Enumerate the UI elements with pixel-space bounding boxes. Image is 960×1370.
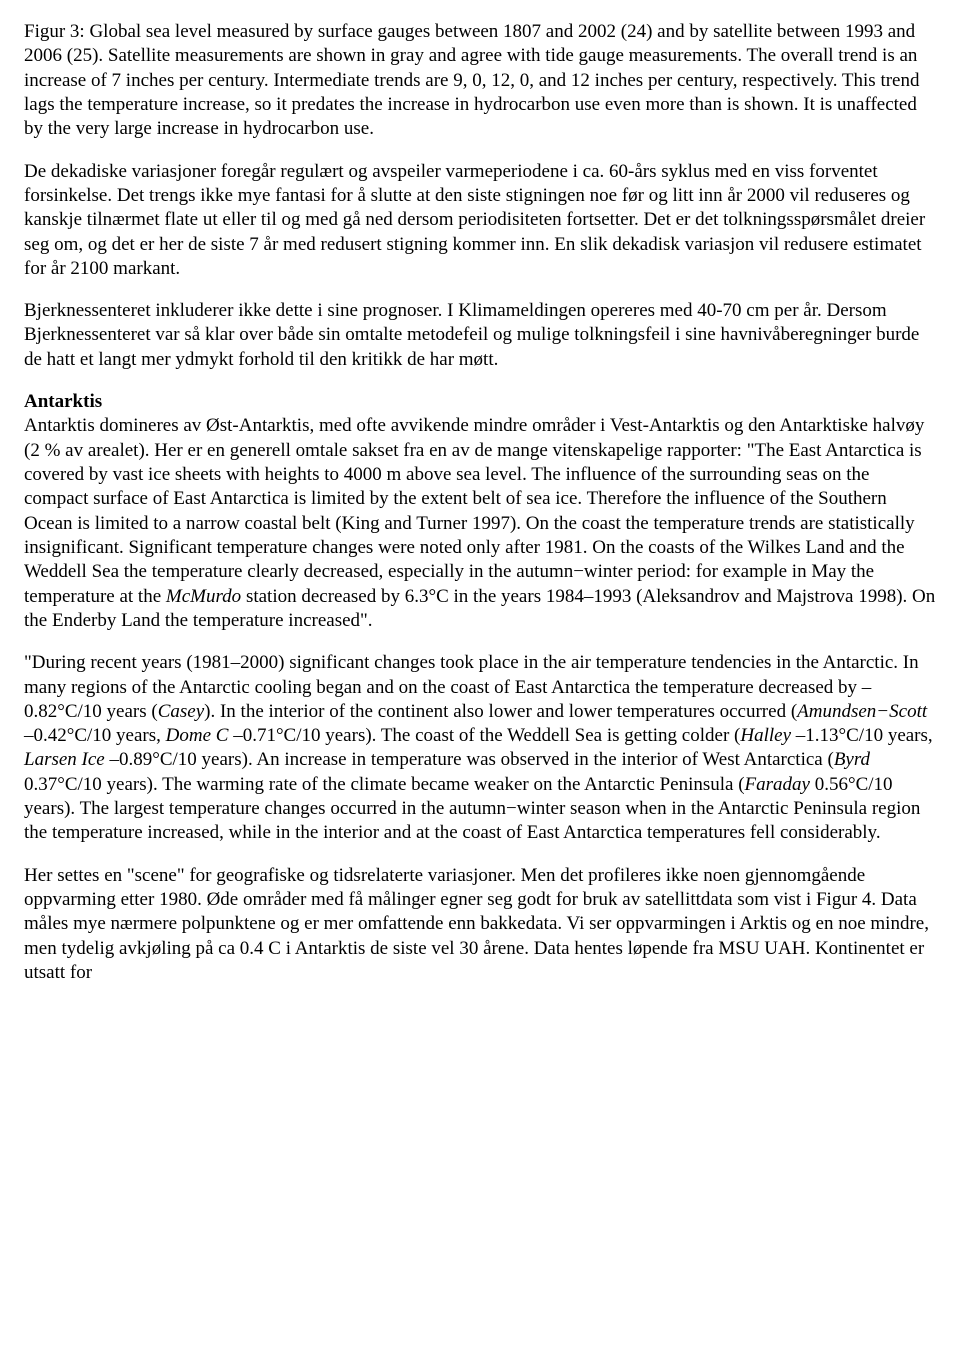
body-text: ). In the interior of the continent also…	[204, 701, 797, 722]
station-name: Dome C	[166, 725, 229, 746]
station-name: Halley	[740, 725, 791, 746]
station-name: McMurdo	[166, 586, 241, 607]
body-paragraph: Her settes en "scene" for geografiske og…	[24, 864, 936, 986]
body-text: –0.89°C/10 years). An increase in temper…	[105, 749, 834, 770]
body-paragraph: Bjerknessenteret inkluderer ikke dette i…	[24, 299, 936, 372]
body-text: –1.13°C/10 years,	[791, 725, 933, 746]
station-name: Casey	[158, 701, 204, 722]
station-name: Amundsen−Scott	[797, 701, 927, 722]
station-name: Byrd	[834, 749, 870, 770]
body-text: –0.42°C/10 years,	[24, 725, 166, 746]
body-text: Antarktis domineres av Øst-Antarktis, me…	[24, 415, 924, 606]
section-antarktis: Antarktis Antarktis domineres av Øst-Ant…	[24, 390, 936, 633]
figure-caption-paragraph: Figur 3: Global sea level measured by su…	[24, 20, 936, 142]
body-paragraph: De dekadiske variasjoner foregår regulær…	[24, 160, 936, 282]
station-name: Larsen Ice	[24, 749, 105, 770]
station-name: Faraday	[745, 774, 810, 795]
body-paragraph: "During recent years (1981–2000) signifi…	[24, 651, 936, 846]
body-text: –0.71°C/10 years). The coast of the Wedd…	[228, 725, 740, 746]
section-heading: Antarktis	[24, 391, 102, 412]
body-text: 0.37°C/10 years). The warming rate of th…	[24, 774, 745, 795]
